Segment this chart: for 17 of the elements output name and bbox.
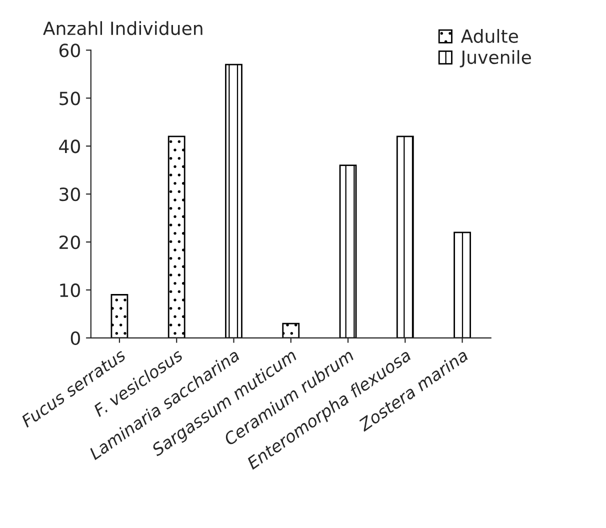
legend-label: Juvenile bbox=[460, 50, 531, 68]
legend-label: Adulte bbox=[460, 29, 518, 43]
bar bbox=[282, 322, 300, 338]
y-tick-label: 30 bbox=[60, 188, 80, 202]
bar bbox=[168, 136, 186, 338]
bar bbox=[339, 164, 357, 338]
y-axis-title: Anzahl Individuen bbox=[43, 21, 202, 36]
bar bbox=[110, 294, 128, 338]
bar bbox=[396, 136, 414, 338]
y-tick-label: 0 bbox=[70, 331, 80, 346]
y-tick-label: 20 bbox=[60, 235, 80, 250]
y-tick-label: 60 bbox=[59, 44, 80, 58]
bar bbox=[225, 64, 242, 338]
y-tick-label: 40 bbox=[59, 140, 80, 154]
y-tick-label: 10 bbox=[60, 283, 80, 298]
y-tick-label: 50 bbox=[60, 92, 80, 106]
bar bbox=[454, 232, 471, 338]
